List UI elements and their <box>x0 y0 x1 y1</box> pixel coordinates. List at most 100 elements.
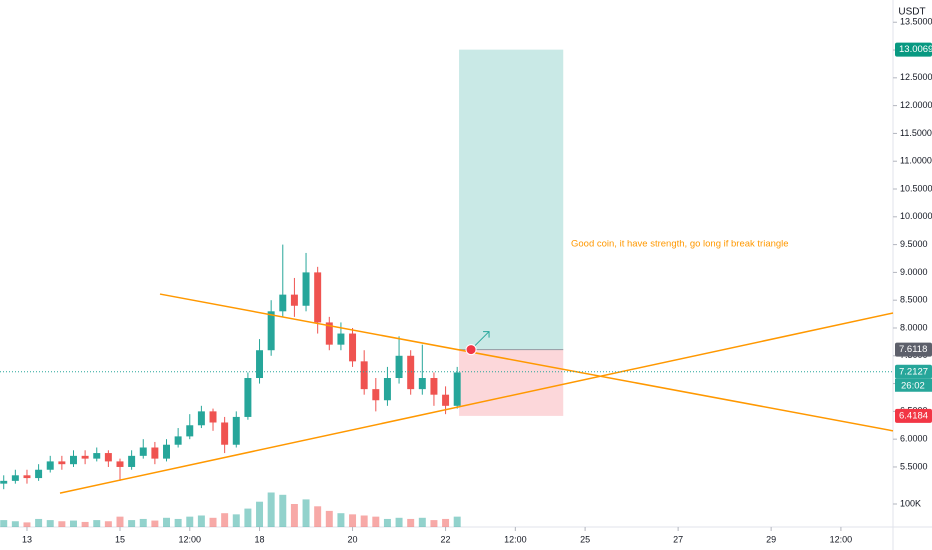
candle-body <box>104 453 112 462</box>
volume-bar <box>279 494 287 527</box>
candle-body <box>58 461 66 465</box>
y-tick-label: 6.0000 <box>900 434 928 444</box>
volume-bar <box>442 518 450 527</box>
volume-bar <box>302 499 310 527</box>
candle-body <box>221 422 229 445</box>
candle-body <box>442 394 450 406</box>
y-tick-label: 13.5000 <box>900 17 932 27</box>
volume-bar <box>58 521 66 527</box>
volume-bar <box>349 514 357 527</box>
candle-body <box>314 272 322 323</box>
volume-bar <box>383 518 391 527</box>
candle-body <box>128 455 136 467</box>
annotation: Good coin, it have strength, go long if … <box>571 239 789 250</box>
stop-tag: 6.4184 <box>899 410 928 421</box>
volume-bar <box>0 520 8 527</box>
trend-line <box>159 293 894 432</box>
y-tick-label: 12.5000 <box>900 72 932 82</box>
candle-body <box>0 480 8 484</box>
target-tag-bg <box>895 42 932 57</box>
candle-body <box>197 411 205 426</box>
entry-tag-bg <box>895 342 932 357</box>
volume-bar <box>11 521 19 527</box>
profit-zone <box>459 49 564 350</box>
candle-body <box>11 475 19 481</box>
y-tick-label: 8.5000 <box>900 295 928 305</box>
volume-bar <box>418 517 426 527</box>
volume-bar <box>209 517 217 527</box>
x-tick-label: 15 <box>115 534 125 544</box>
candle-body <box>290 294 298 306</box>
loss-zone <box>459 349 564 416</box>
alert-marker <box>465 344 477 356</box>
candle-body <box>349 333 357 362</box>
volume-bar <box>267 492 275 527</box>
candle-body <box>372 389 380 401</box>
volume-bar <box>360 515 368 527</box>
y-tick-label: 11.5000 <box>900 128 932 138</box>
candle-body <box>209 411 217 423</box>
candle-body <box>81 455 89 459</box>
candle-body <box>151 447 159 459</box>
candle-body <box>383 378 391 401</box>
x-tick-label: 13 <box>22 534 32 544</box>
volume-bar <box>453 516 461 527</box>
candle-body <box>407 355 415 390</box>
currency-label: USDT <box>898 7 925 18</box>
y-tick-label: 10.5000 <box>900 183 932 193</box>
volume-bar <box>372 516 380 527</box>
x-tick-label: 25 <box>580 534 590 544</box>
candle-body <box>395 355 403 379</box>
candle-body <box>163 444 170 459</box>
x-tick-label: 27 <box>673 534 683 544</box>
x-tick-label: 20 <box>348 534 358 544</box>
volume-bar <box>174 518 182 527</box>
volume-bar <box>116 516 124 527</box>
volume-bar <box>163 517 170 527</box>
y-tick-label: 9.0000 <box>900 267 928 277</box>
target-tag: 13.0069 <box>899 44 932 55</box>
candle-body <box>453 372 461 406</box>
volume-bar <box>186 516 194 527</box>
candle-body <box>35 469 43 479</box>
volume-bar <box>128 520 136 527</box>
y-tick-label: 12.0000 <box>900 100 932 110</box>
candle-body <box>360 361 368 390</box>
candle-body <box>337 333 345 345</box>
candle-body <box>430 378 438 395</box>
candle-body <box>93 453 101 459</box>
candle-body <box>23 475 31 479</box>
volume-bar <box>407 518 415 527</box>
stop-tag-bg <box>895 408 932 423</box>
countdown-bg <box>895 378 932 392</box>
x-tick-label: 29 <box>766 534 776 544</box>
candle-body <box>302 272 310 306</box>
volume-bar <box>395 517 403 527</box>
volume-bar <box>232 514 240 527</box>
volume-bar <box>23 522 31 527</box>
candle-body <box>418 378 426 390</box>
y-tick-label: 11.0000 <box>900 156 932 166</box>
candle-body <box>174 436 182 445</box>
volume-bar <box>35 518 43 527</box>
candle-body <box>186 425 194 437</box>
volume-bar <box>337 513 345 527</box>
trend-line <box>59 312 894 494</box>
x-tick-label: 12:00 <box>830 534 853 544</box>
volume-bar <box>197 515 205 527</box>
candle-body <box>69 455 77 465</box>
volume-tick-label: 100K <box>900 498 921 508</box>
last-price-tag-bg <box>895 364 932 379</box>
last-price-tag: 7.2127 <box>899 366 928 377</box>
volume-bar <box>93 520 101 527</box>
candle-body <box>244 378 252 417</box>
volume-bar <box>244 508 252 527</box>
volume-bar <box>151 520 159 527</box>
x-tick-label: 18 <box>255 534 265 544</box>
y-tick-label: 10.0000 <box>900 211 932 221</box>
volume-bar <box>325 510 333 527</box>
volume-bar <box>46 520 54 527</box>
volume-bar <box>69 520 77 527</box>
y-tick-label: 8.0000 <box>900 322 928 332</box>
